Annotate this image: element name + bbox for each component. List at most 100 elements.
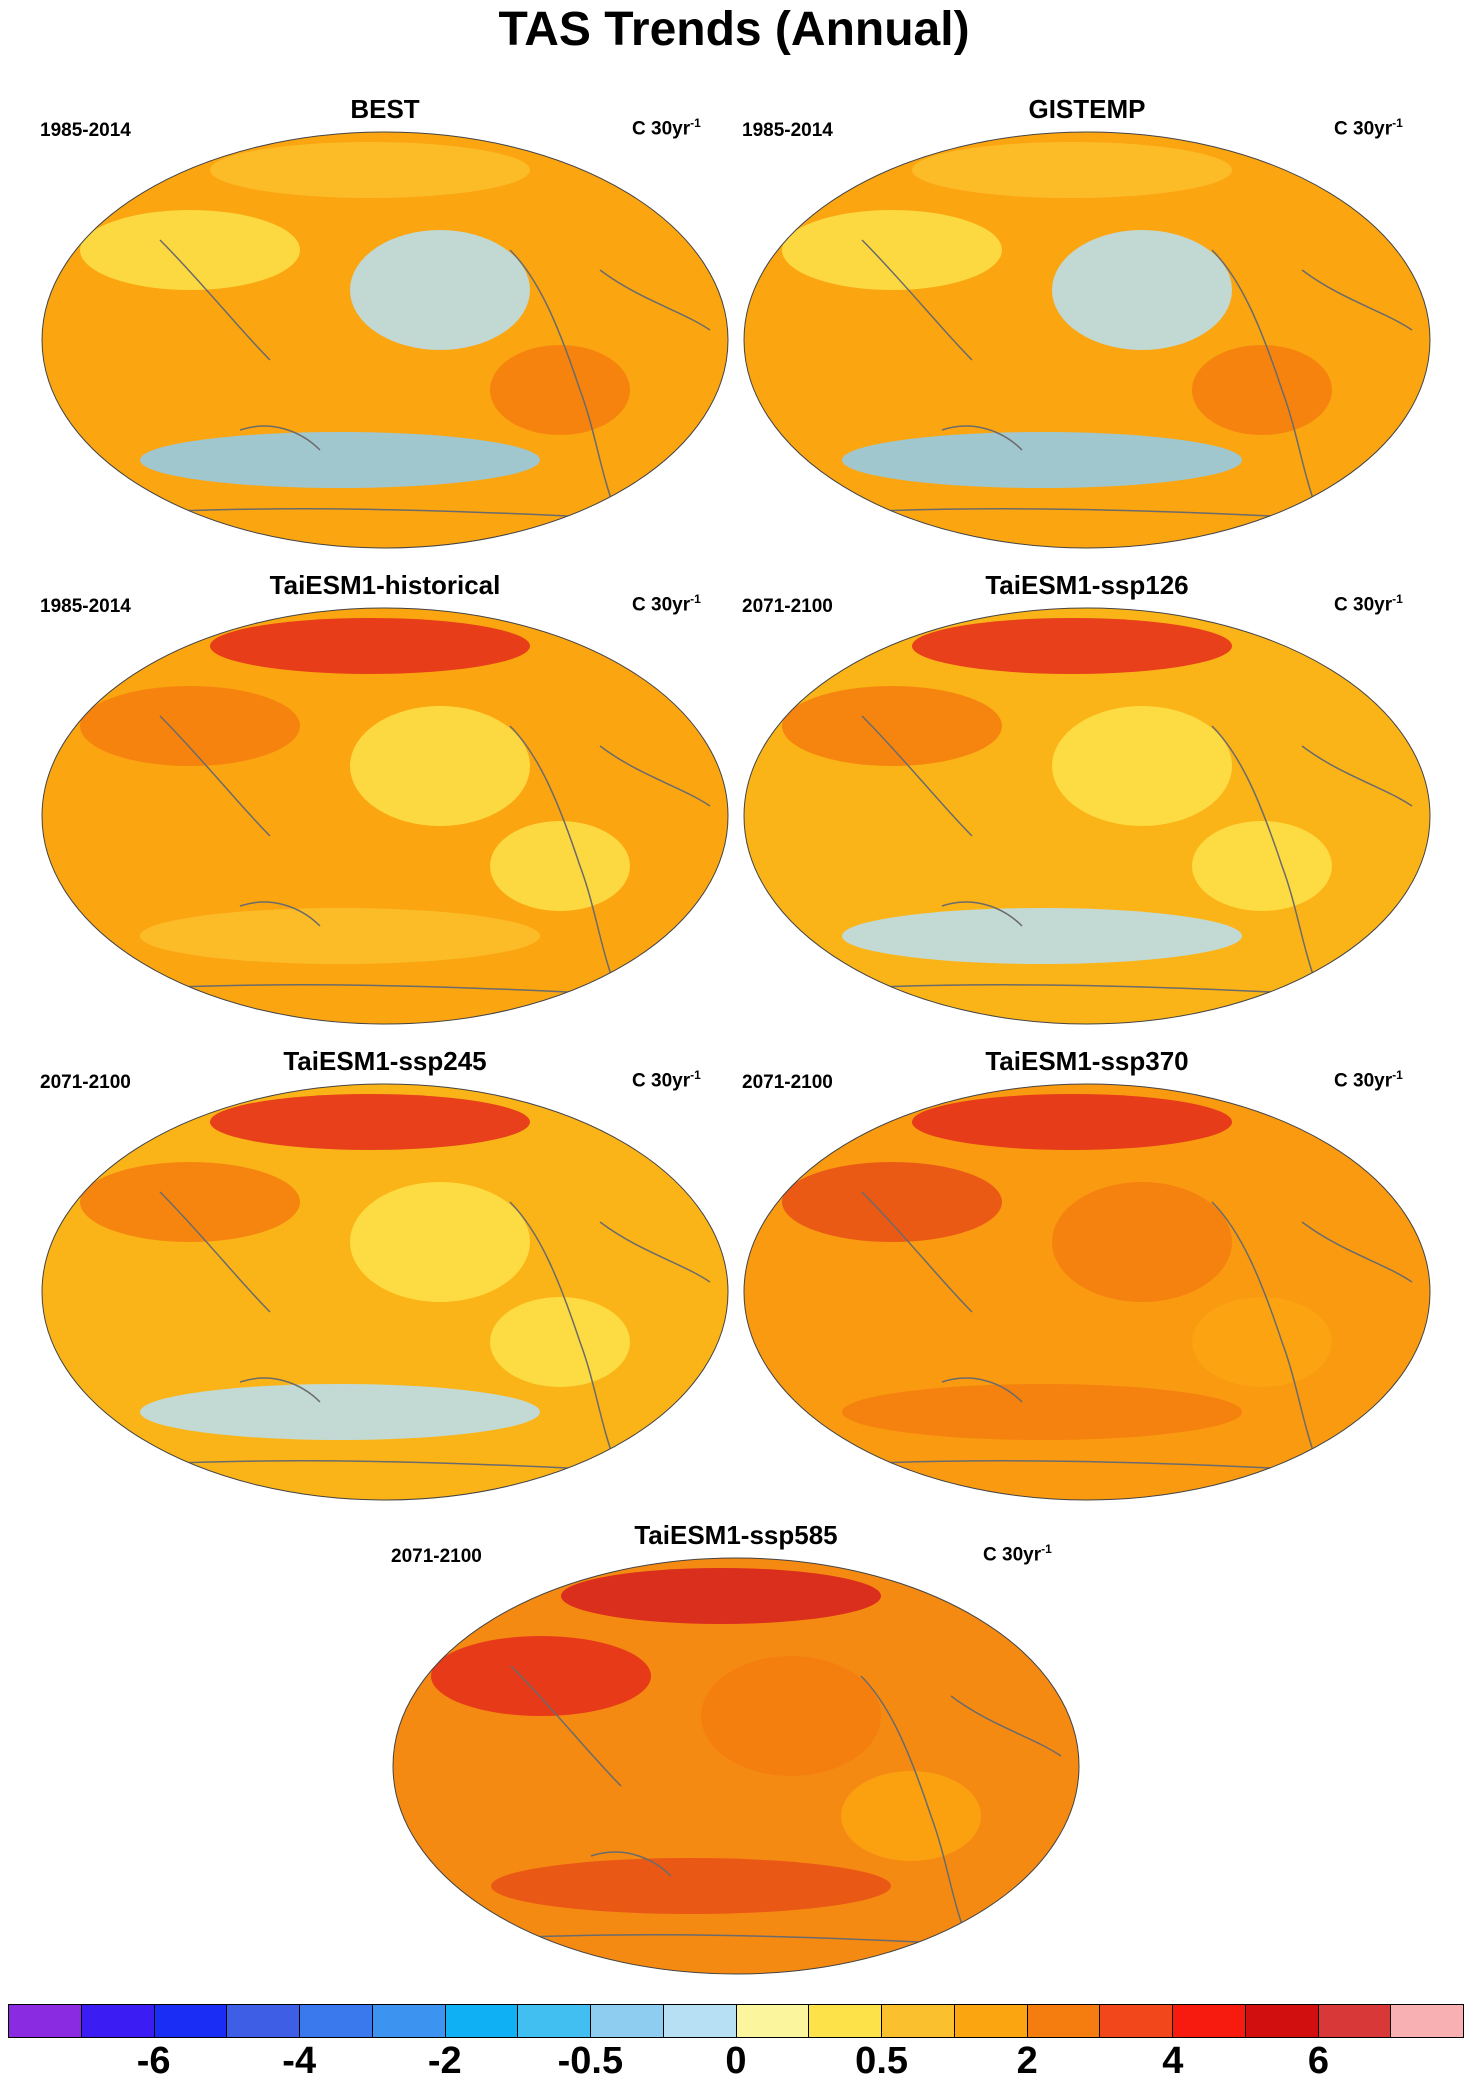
colorbar-segment bbox=[1027, 2005, 1101, 2037]
period-label: 2071-2100 bbox=[391, 1546, 482, 1567]
map-taiesm1-ssp370 bbox=[743, 1083, 1431, 1501]
colorbar-tick-label: 2 bbox=[1016, 2040, 1038, 2082]
trend-region bbox=[350, 1182, 530, 1302]
map-outline bbox=[41, 1083, 729, 1501]
colorbar-segment bbox=[9, 2005, 82, 2037]
units-label: C 30yr-1 bbox=[632, 116, 701, 140]
colorbar-segment bbox=[372, 2005, 446, 2037]
trend-region bbox=[350, 706, 530, 826]
trend-region bbox=[842, 432, 1242, 488]
map-best bbox=[41, 131, 729, 549]
trend-region bbox=[1052, 1182, 1232, 1302]
panel-taiesm1-ssp585: TaiESM1-ssp585 2071-2100 C 30yr-1 bbox=[391, 1520, 1081, 1975]
panel-title: TaiESM1-ssp370 bbox=[985, 1046, 1189, 1076]
map-taiesm1-ssp245 bbox=[41, 1083, 729, 1501]
trend-region bbox=[782, 210, 1002, 290]
colorbar-tick-label: 0.5 bbox=[855, 2040, 909, 2082]
panel-title: TaiESM1-historical bbox=[269, 570, 501, 600]
colorbar-tick-label: -2 bbox=[427, 2040, 462, 2082]
trend-region bbox=[80, 210, 300, 290]
trend-region bbox=[842, 1384, 1242, 1440]
colorbar bbox=[8, 2004, 1464, 2038]
colorbar-tick-label: 6 bbox=[1307, 2040, 1329, 2082]
coastline bbox=[744, 715, 1430, 1002]
colorbar-segment bbox=[736, 2005, 810, 2037]
map-gistemp bbox=[743, 131, 1431, 549]
period-label: 2071-2100 bbox=[742, 596, 833, 617]
map-taiesm1-historical bbox=[41, 607, 729, 1025]
map-outline bbox=[41, 131, 729, 549]
map-taiesm1-ssp126 bbox=[743, 607, 1431, 1025]
trend-region bbox=[912, 1094, 1232, 1150]
panel-title: BEST bbox=[350, 94, 420, 124]
coastline bbox=[393, 1665, 1079, 1952]
trend-region bbox=[490, 1297, 630, 1387]
trend-region bbox=[140, 432, 540, 488]
figure-title: TAS Trends (Annual) bbox=[498, 3, 970, 56]
colorbar-segment bbox=[1318, 2005, 1392, 2037]
trend-region bbox=[1192, 821, 1332, 911]
units-label: C 30yr-1 bbox=[1334, 592, 1403, 616]
trend-region bbox=[490, 345, 630, 435]
colorbar-tick-label: 0 bbox=[725, 2040, 747, 2082]
trend-region bbox=[841, 1771, 981, 1861]
trend-region bbox=[912, 618, 1232, 674]
trend-region bbox=[1192, 1297, 1332, 1387]
panel-taiesm1-historical: TaiESM1-historical 1985-2014 C 30yr-1 bbox=[40, 570, 730, 1025]
colorbar-segment bbox=[227, 2005, 300, 2037]
colorbar-segment bbox=[300, 2005, 373, 2037]
colorbar-segment bbox=[809, 2005, 882, 2037]
coastline bbox=[744, 239, 1430, 526]
trend-region bbox=[80, 686, 300, 766]
period-label: 1985-2014 bbox=[40, 596, 131, 617]
period-label: 1985-2014 bbox=[40, 120, 131, 141]
period-label: 2071-2100 bbox=[742, 1072, 833, 1093]
colorbar-segment bbox=[1245, 2005, 1319, 2037]
trend-region bbox=[490, 821, 630, 911]
colorbar-segment bbox=[1391, 2005, 1463, 2037]
units-label: C 30yr-1 bbox=[632, 1068, 701, 1092]
coastline bbox=[42, 715, 728, 1002]
trend-region bbox=[80, 1162, 300, 1242]
trend-region bbox=[842, 908, 1242, 964]
map-outline bbox=[743, 1083, 1431, 1501]
colorbar-segment bbox=[882, 2005, 955, 2037]
panel-title: TaiESM1-ssp126 bbox=[985, 570, 1189, 600]
colorbar-tick-label: -0.5 bbox=[557, 2040, 624, 2082]
panel-title: TaiESM1-ssp585 bbox=[634, 1520, 838, 1550]
colorbar-tick-label: 4 bbox=[1162, 2040, 1184, 2082]
trend-region bbox=[350, 230, 530, 350]
colorbar-segment bbox=[663, 2005, 737, 2037]
colorbar-segment bbox=[1100, 2005, 1173, 2037]
panel-title: GISTEMP bbox=[1028, 94, 1146, 124]
coastline bbox=[42, 1191, 728, 1478]
trend-region bbox=[782, 1162, 1002, 1242]
trend-region bbox=[140, 1384, 540, 1440]
colorbar-segment bbox=[518, 2005, 591, 2037]
panel-title: TaiESM1-ssp245 bbox=[283, 1046, 487, 1076]
map-outline bbox=[743, 607, 1431, 1025]
panel-taiesm1-ssp245: TaiESM1-ssp245 2071-2100 C 30yr-1 bbox=[40, 1046, 730, 1501]
coastline bbox=[42, 239, 728, 526]
trend-region bbox=[1192, 345, 1332, 435]
trend-region bbox=[1052, 230, 1232, 350]
panel-taiesm1-ssp126: TaiESM1-ssp126 2071-2100 C 30yr-1 bbox=[742, 570, 1432, 1025]
panel-gistemp: GISTEMP 1985-2014 C 30yr-1 bbox=[742, 94, 1432, 549]
colorbar-segment bbox=[445, 2005, 519, 2037]
map-outline bbox=[743, 131, 1431, 549]
map-taiesm1-ssp585 bbox=[392, 1557, 1080, 1975]
panel-taiesm1-ssp370: TaiESM1-ssp370 2071-2100 C 30yr-1 bbox=[742, 1046, 1432, 1501]
colorbar-tick-label: -4 bbox=[282, 2040, 317, 2082]
colorbar-labels: -6 -4 -2 -0.5 0 0.5 2 4 6 bbox=[8, 2040, 1464, 2082]
colorbar-segment bbox=[1173, 2005, 1246, 2037]
units-label: C 30yr-1 bbox=[1334, 1068, 1403, 1092]
colorbar-segment bbox=[591, 2005, 664, 2037]
trend-region bbox=[210, 142, 530, 198]
units-label: C 30yr-1 bbox=[983, 1542, 1052, 1566]
colorbar-segment bbox=[154, 2005, 228, 2037]
colorbar-segment bbox=[81, 2005, 155, 2037]
map-outline bbox=[392, 1557, 1080, 1975]
period-label: 1985-2014 bbox=[742, 120, 833, 141]
trend-region bbox=[210, 1094, 530, 1150]
trend-region bbox=[491, 1858, 891, 1914]
